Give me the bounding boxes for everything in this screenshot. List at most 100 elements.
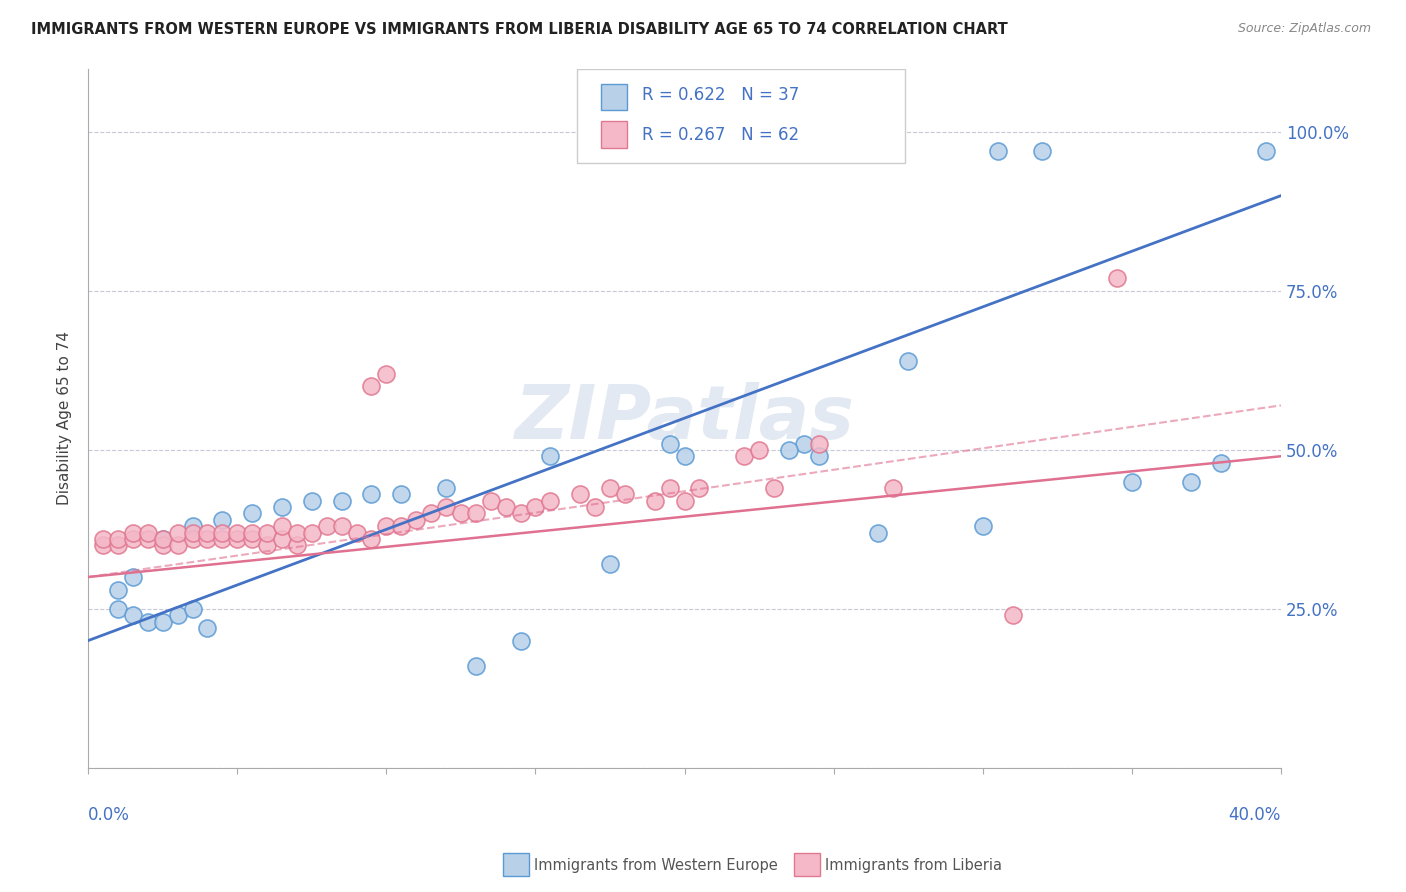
- Point: [420, 507, 443, 521]
- Point: [793, 436, 815, 450]
- Point: [733, 449, 755, 463]
- Point: [211, 513, 233, 527]
- Point: [226, 532, 249, 546]
- FancyBboxPatch shape: [578, 69, 905, 163]
- Point: [181, 525, 204, 540]
- Point: [613, 487, 636, 501]
- Point: [181, 602, 204, 616]
- Point: [1180, 475, 1202, 489]
- Point: [256, 538, 278, 552]
- Point: [301, 525, 323, 540]
- Point: [1211, 456, 1233, 470]
- Point: [107, 538, 129, 552]
- Point: [122, 532, 145, 546]
- Text: Immigrants from Western Europe: Immigrants from Western Europe: [534, 858, 778, 872]
- Point: [538, 449, 561, 463]
- Point: [389, 487, 412, 501]
- Point: [136, 532, 159, 546]
- Point: [285, 525, 308, 540]
- Text: ZIPatlas: ZIPatlas: [515, 382, 855, 455]
- Point: [464, 507, 486, 521]
- Point: [315, 519, 337, 533]
- Point: [987, 144, 1010, 158]
- Point: [375, 367, 398, 381]
- Point: [360, 379, 382, 393]
- Point: [152, 532, 174, 546]
- Y-axis label: Disability Age 65 to 74: Disability Age 65 to 74: [58, 331, 72, 505]
- Point: [972, 519, 994, 533]
- Point: [181, 532, 204, 546]
- Text: R = 0.267   N = 62: R = 0.267 N = 62: [641, 126, 799, 144]
- Point: [1001, 608, 1024, 623]
- Point: [330, 493, 353, 508]
- Text: 40.0%: 40.0%: [1229, 806, 1281, 824]
- Point: [405, 513, 427, 527]
- Point: [658, 436, 681, 450]
- Point: [644, 493, 666, 508]
- Point: [91, 538, 114, 552]
- Point: [197, 621, 219, 635]
- Point: [868, 525, 890, 540]
- Point: [285, 538, 308, 552]
- Point: [166, 538, 188, 552]
- Point: [271, 500, 294, 514]
- Point: [240, 525, 263, 540]
- Point: [807, 449, 830, 463]
- Point: [599, 481, 621, 495]
- Point: [434, 481, 457, 495]
- Point: [434, 500, 457, 514]
- Point: [464, 659, 486, 673]
- Text: Immigrants from Liberia: Immigrants from Liberia: [825, 858, 1002, 872]
- Point: [389, 519, 412, 533]
- Text: Source: ZipAtlas.com: Source: ZipAtlas.com: [1237, 22, 1371, 36]
- Point: [1121, 475, 1143, 489]
- Point: [450, 507, 472, 521]
- Point: [778, 442, 800, 457]
- Point: [569, 487, 592, 501]
- Point: [240, 507, 263, 521]
- Point: [91, 532, 114, 546]
- Point: [599, 558, 621, 572]
- Point: [166, 525, 188, 540]
- FancyBboxPatch shape: [600, 84, 627, 111]
- Text: R = 0.622   N = 37: R = 0.622 N = 37: [641, 87, 799, 104]
- Point: [346, 525, 368, 540]
- Point: [897, 354, 920, 368]
- Text: 0.0%: 0.0%: [89, 806, 129, 824]
- Point: [882, 481, 904, 495]
- Point: [330, 519, 353, 533]
- Point: [271, 532, 294, 546]
- Point: [1254, 144, 1277, 158]
- Point: [166, 608, 188, 623]
- Point: [271, 519, 294, 533]
- Point: [152, 532, 174, 546]
- Point: [136, 525, 159, 540]
- Point: [673, 493, 696, 508]
- Point: [197, 532, 219, 546]
- Point: [107, 532, 129, 546]
- Point: [509, 507, 531, 521]
- Text: IMMIGRANTS FROM WESTERN EUROPE VS IMMIGRANTS FROM LIBERIA DISABILITY AGE 65 TO 7: IMMIGRANTS FROM WESTERN EUROPE VS IMMIGR…: [31, 22, 1008, 37]
- Point: [673, 449, 696, 463]
- Point: [256, 525, 278, 540]
- Point: [107, 582, 129, 597]
- Point: [136, 615, 159, 629]
- Point: [524, 500, 547, 514]
- Point: [226, 525, 249, 540]
- Point: [240, 532, 263, 546]
- Point: [122, 570, 145, 584]
- Point: [538, 493, 561, 508]
- Point: [509, 633, 531, 648]
- Point: [152, 615, 174, 629]
- Point: [301, 493, 323, 508]
- Point: [360, 532, 382, 546]
- FancyBboxPatch shape: [600, 121, 627, 147]
- Point: [152, 538, 174, 552]
- Point: [211, 532, 233, 546]
- Point: [122, 525, 145, 540]
- Point: [583, 500, 606, 514]
- Point: [807, 436, 830, 450]
- Point: [107, 602, 129, 616]
- Point: [1031, 144, 1053, 158]
- Point: [479, 493, 502, 508]
